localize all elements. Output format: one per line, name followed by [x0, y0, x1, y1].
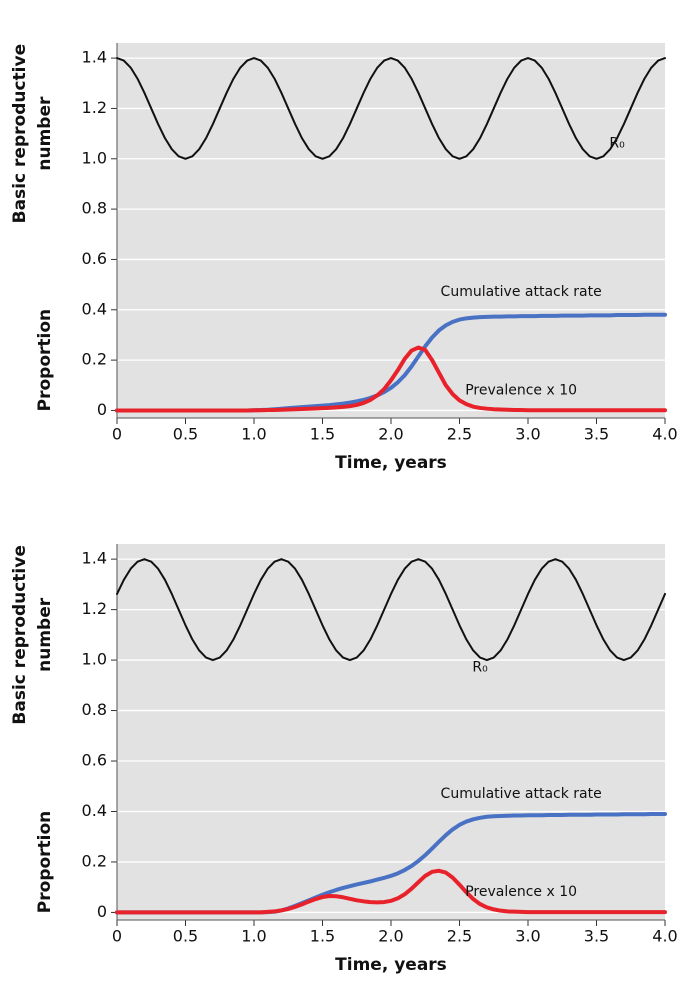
y-axis-title: Proportion: [35, 811, 55, 914]
x-tick-label: 3.5: [584, 927, 609, 946]
y-tick-label: 0: [97, 400, 107, 419]
x-tick-label: 0.5: [173, 425, 198, 444]
x-tick-label: 1.0: [241, 927, 266, 946]
x-axis-title: Time, years: [335, 453, 447, 473]
y-tick-label: 1.0: [82, 650, 107, 669]
line-series: [116, 57, 666, 160]
x-tick-label: 2.5: [447, 927, 472, 946]
y-tick-label: 0.2: [82, 350, 107, 369]
y-tick-label: 0.6: [82, 249, 107, 268]
x-tick-label: 4.0: [652, 927, 677, 946]
series-label: Prevalence x 10: [465, 884, 577, 900]
y-tick-label: 0: [97, 902, 107, 921]
y-tick-label: 0.8: [82, 700, 107, 719]
series-label: R₀: [472, 660, 488, 676]
x-tick-label: 2.0: [378, 425, 403, 444]
x-tick-label: 3.5: [584, 425, 609, 444]
y-tick-label: 0.8: [82, 199, 107, 218]
y-axis-title: number: [35, 96, 55, 171]
x-tick-label: 4.0: [652, 425, 677, 444]
series-label: R₀: [609, 136, 625, 152]
y-axis-title: Basic reproductive: [10, 545, 30, 724]
y-axis-title: Proportion: [35, 309, 55, 412]
x-tick-label: 1.0: [241, 425, 266, 444]
series-label: Cumulative attack rate: [441, 786, 602, 802]
y-axis-title: number: [35, 597, 55, 672]
line-series: [115, 345, 667, 413]
x-tick-label: 0: [112, 425, 122, 444]
y-tick-label: 1.2: [82, 599, 107, 618]
series-label: Cumulative attack rate: [441, 284, 602, 300]
chart-panel: 0 0.2 0.4 0.6 0.8 1.0 1.2 1.4 0 0.5 1.0 1.5 2.0 2.5 3.…: [10, 544, 678, 975]
x-tick-label: 2.5: [447, 425, 472, 444]
plot-area: [117, 544, 665, 920]
y-tick-label: 0.6: [82, 751, 107, 770]
y-tick-label: 1.2: [82, 98, 107, 117]
x-tick-label: 2.0: [378, 927, 403, 946]
line-series: [115, 868, 667, 915]
line-series: [116, 558, 666, 662]
y-tick-label: 0.4: [82, 801, 107, 820]
y-tick-label: 1.4: [82, 48, 107, 67]
y-tick-label: 1.0: [82, 148, 107, 167]
plot-area: [117, 43, 665, 418]
x-tick-label: 0.5: [173, 927, 198, 946]
x-tick-label: 3.0: [515, 425, 540, 444]
y-tick-label: 1.4: [82, 549, 107, 568]
y-axis-title: Basic reproductive: [10, 44, 30, 223]
series-label: Prevalence x 10: [465, 382, 577, 398]
x-tick-label: 1.5: [310, 425, 335, 444]
chart-panel: 0 0.2 0.4 0.6 0.8 1.0 1.2 1.4 0 0.5 1.0 1.5 2.0 2.5 3.…: [10, 43, 678, 473]
y-tick-label: 0.4: [82, 299, 107, 318]
y-tick-label: 0.2: [82, 851, 107, 870]
x-tick-label: 1.5: [310, 927, 335, 946]
x-tick-label: 3.0: [515, 927, 540, 946]
x-tick-label: 0: [112, 927, 122, 946]
x-axis-title: Time, years: [335, 955, 447, 975]
